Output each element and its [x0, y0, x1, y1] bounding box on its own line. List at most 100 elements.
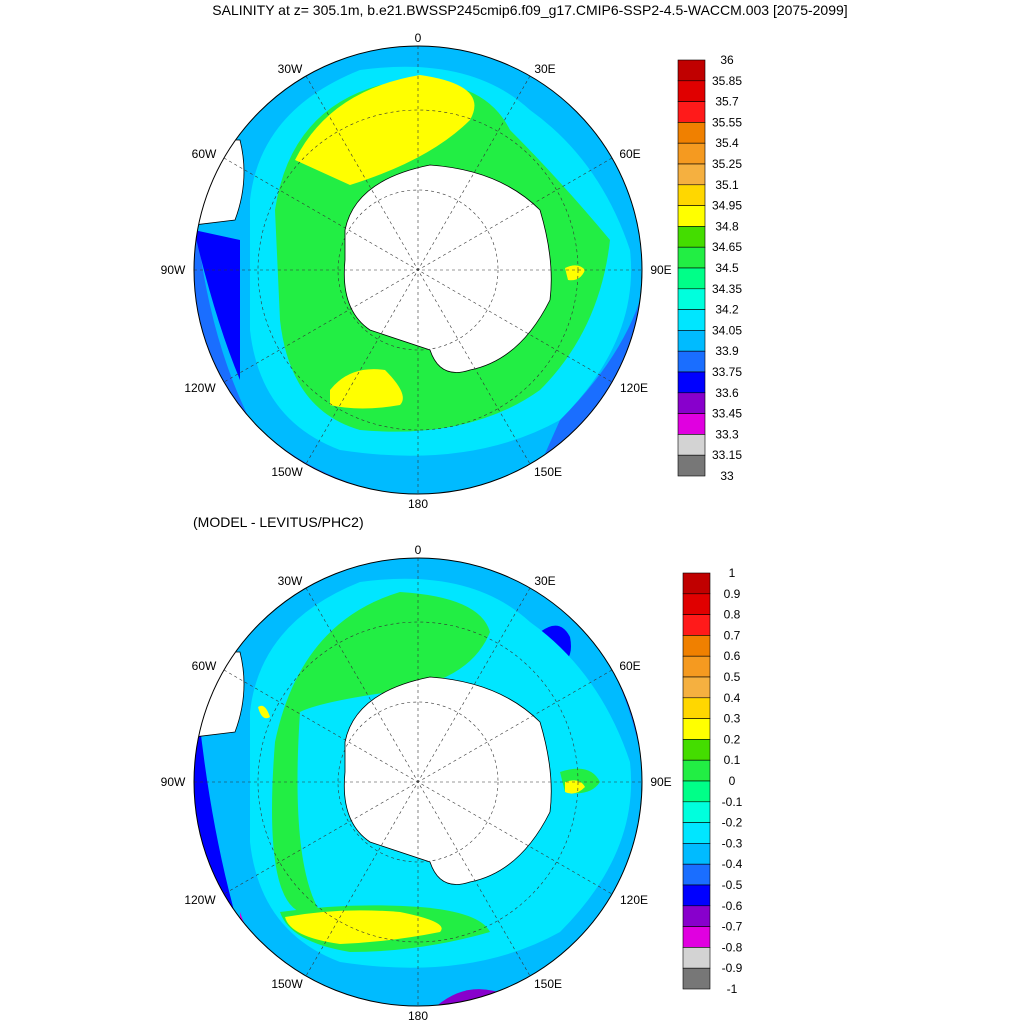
colorbar-swatch	[677, 330, 706, 352]
colorbar-label: 0.6	[724, 649, 741, 663]
colorbar-label: -0.3	[722, 836, 743, 850]
colorbar-label: 35.7	[715, 95, 739, 109]
colorbar-label: 35.4	[715, 136, 739, 150]
colorbar-label: 0.1	[724, 753, 741, 767]
colorbar-swatch	[677, 371, 706, 394]
salty-core-north	[295, 75, 475, 185]
colorbar-swatch	[677, 59, 706, 82]
colorbar-label: 34.35	[712, 282, 742, 296]
salty-core-east	[565, 265, 585, 281]
colorbar-label: 35.25	[712, 157, 742, 171]
colorbar-swatch	[682, 655, 711, 678]
colorbar-label: 34.95	[712, 199, 742, 213]
colorbar-label: 0.3	[724, 712, 741, 726]
colorbar-label: 0.5	[724, 670, 741, 684]
colorbar-swatch	[682, 718, 711, 740]
colorbar-swatch	[682, 822, 711, 844]
salty-core-south	[330, 369, 403, 409]
colorbar-swatch	[677, 413, 706, 435]
colorbar-swatch	[677, 392, 706, 414]
lon-label: 30W	[278, 62, 303, 76]
colorbar-swatch	[677, 122, 706, 144]
colorbar-label: 0.8	[724, 608, 741, 622]
colorbar-label: -0.1	[722, 795, 743, 809]
colorbar-label: 0.2	[724, 732, 741, 746]
positive-core-south	[285, 910, 442, 944]
colorbar-label: -0.6	[722, 899, 743, 913]
colorbar-label: 34.05	[712, 323, 742, 337]
positive-core-west	[258, 705, 270, 719]
colorbar-swatch	[677, 288, 706, 310]
colorbar-swatch	[682, 947, 711, 969]
colorbar-swatch	[677, 184, 706, 206]
colorbar-swatch	[677, 163, 706, 186]
lon-label: 90W	[161, 263, 186, 277]
colorbar-label: 33.9	[715, 344, 739, 358]
lon-label: 60W	[192, 659, 217, 673]
colorbar-label: 33.3	[715, 427, 739, 441]
colorbar-label: 0.4	[724, 691, 741, 705]
salinity-map: 0 180 30W 60W 90W 120W 150W 30E 60E 90E …	[161, 31, 672, 511]
lon-label: 120E	[620, 381, 648, 395]
lon-label: 30E	[534, 62, 555, 76]
lon-label: 180	[408, 1009, 428, 1023]
lon-label: 150W	[271, 977, 303, 991]
colorbar-swatch	[677, 309, 706, 331]
lon-label: 60E	[619, 147, 640, 161]
antarctica-landmass	[343, 164, 552, 373]
colorbar-swatch	[682, 676, 711, 699]
colorbar-swatch	[682, 884, 711, 907]
colorbar-label: -0.7	[722, 920, 743, 934]
lon-label: 60E	[619, 659, 640, 673]
colorbar-swatch	[682, 905, 711, 927]
lon-label: 90E	[650, 263, 671, 277]
colorbar-difference: 1 0.9 0.8 0.7 0.6 0.5 0.4 0.3 0.2 0.1 0 -0.1 -0.2 -0.…	[682, 568, 743, 996]
colorbar-swatch	[677, 434, 706, 456]
lon-label: 120W	[184, 893, 216, 907]
colorbar-label: -0.5	[722, 878, 743, 892]
colorbar-swatch	[682, 843, 711, 865]
colorbar-label: 36	[720, 55, 734, 67]
colorbar-label: 34.65	[712, 240, 742, 254]
colorbar-swatch	[682, 593, 711, 615]
colorbar-label: 33	[720, 469, 734, 483]
colorbar-label: 35.1	[715, 178, 739, 192]
colorbar-label: -1	[727, 982, 738, 996]
colorbar-swatch	[682, 759, 711, 782]
lon-label: 60W	[192, 147, 217, 161]
colorbar-label: 33.75	[712, 365, 742, 379]
colorbar-swatch	[677, 101, 706, 123]
colorbar-swatch	[682, 780, 711, 803]
colorbar-swatch	[682, 572, 711, 595]
colorbar-label: 0	[729, 774, 736, 788]
lon-label: 0	[415, 31, 422, 45]
positive-core-east	[565, 780, 585, 794]
colorbar-swatch	[677, 142, 706, 165]
lon-label: 120E	[620, 893, 648, 907]
map-boundary	[193, 557, 643, 1007]
colorbar-swatch	[677, 80, 706, 102]
colorbar-label: -0.9	[722, 961, 743, 975]
colorbar-swatch	[682, 739, 711, 761]
colorbar-swatch	[682, 926, 711, 948]
colorbar-label: 33.15	[712, 448, 742, 462]
colorbar-swatch	[682, 635, 711, 657]
colorbar-label: 35.85	[712, 74, 742, 88]
colorbar-swatch	[682, 614, 711, 636]
colorbar-label: 33.45	[712, 407, 742, 421]
colorbar-label: 0.7	[724, 628, 741, 642]
lon-label: 180	[408, 497, 428, 511]
colorbar-swatch	[682, 863, 711, 886]
colorbar-salinity: 36 35.85 35.7 35.55 35.4 35.25 35.1 34.95 34.8 34…	[677, 55, 742, 483]
map-subtitle: (MODEL - LEVITUS/PHC2)	[193, 514, 364, 530]
colorbar-label: 34.2	[715, 303, 739, 317]
colorbar-label: 34.5	[715, 261, 739, 275]
colorbar-label: 33.6	[715, 386, 739, 400]
colorbar-swatch	[677, 267, 706, 290]
lon-label: 90E	[650, 775, 671, 789]
colorbar-label: -0.8	[722, 940, 743, 954]
lon-label: 90W	[161, 775, 186, 789]
colorbar-swatch	[677, 246, 706, 269]
salinity-difference-map: 0 180 30W 60W 90W 120W 150W 30E 60E 90E …	[161, 543, 672, 1023]
colorbar-swatch	[677, 454, 706, 477]
